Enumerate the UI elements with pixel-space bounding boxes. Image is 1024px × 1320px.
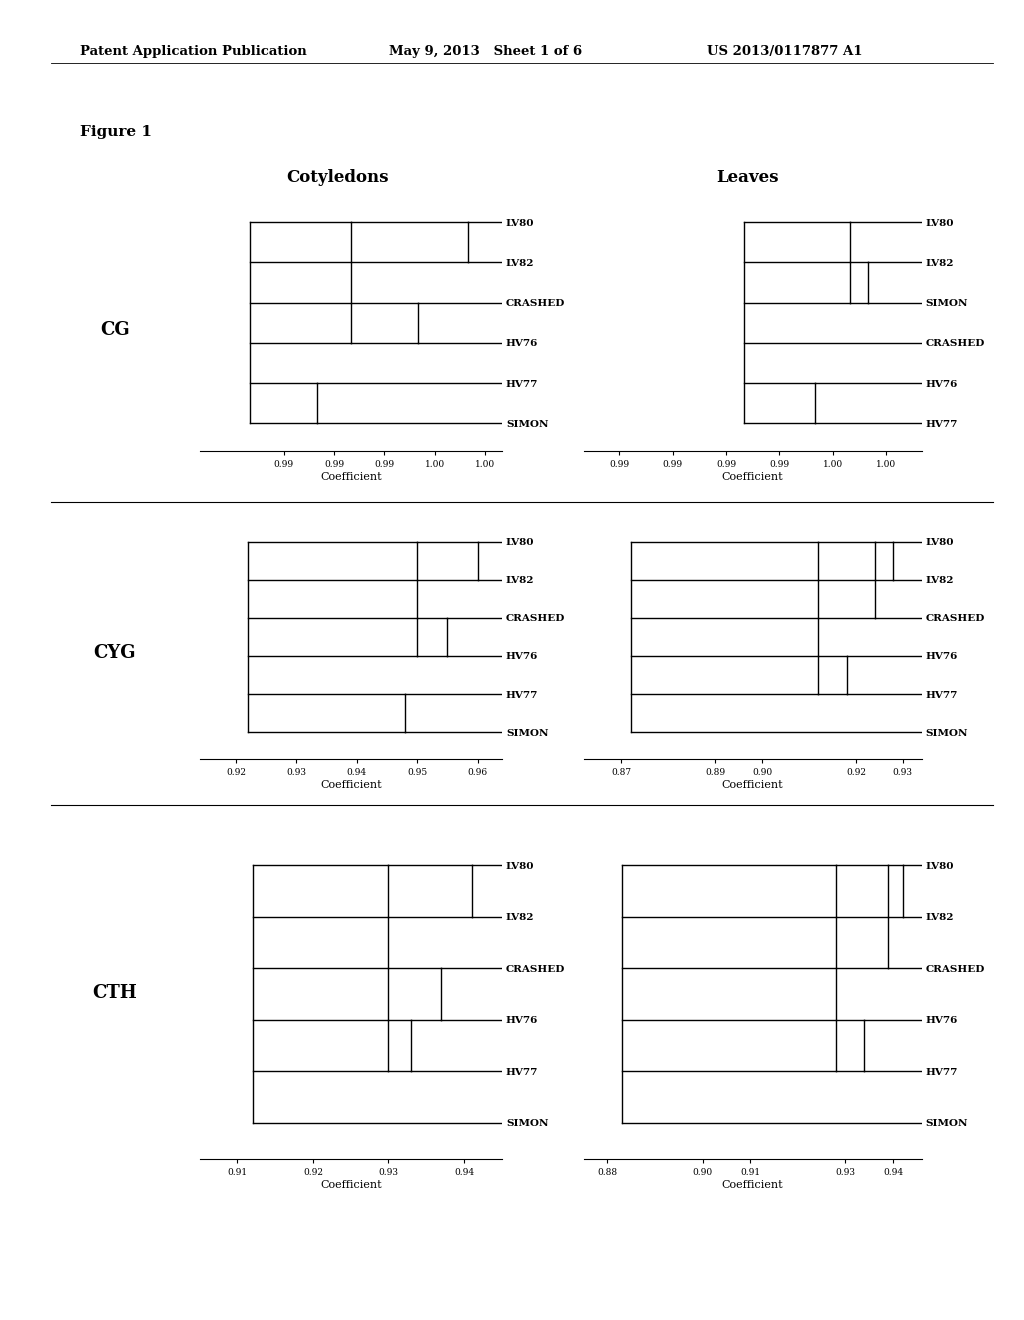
X-axis label: Coefficient: Coefficient — [722, 1180, 783, 1189]
Text: CG: CG — [100, 321, 129, 339]
X-axis label: Coefficient: Coefficient — [722, 780, 783, 789]
Text: Patent Application Publication: Patent Application Publication — [80, 45, 306, 58]
Text: CTH: CTH — [92, 983, 137, 1002]
Text: CYG: CYG — [93, 644, 136, 663]
Text: May 9, 2013   Sheet 1 of 6: May 9, 2013 Sheet 1 of 6 — [389, 45, 583, 58]
X-axis label: Coefficient: Coefficient — [722, 473, 783, 482]
Text: US 2013/0117877 A1: US 2013/0117877 A1 — [707, 45, 862, 58]
Text: Leaves: Leaves — [716, 169, 779, 186]
X-axis label: Coefficient: Coefficient — [319, 780, 382, 789]
X-axis label: Coefficient: Coefficient — [319, 1180, 382, 1189]
X-axis label: Coefficient: Coefficient — [319, 473, 382, 482]
Text: Cotyledons: Cotyledons — [287, 169, 389, 186]
Text: Figure 1: Figure 1 — [80, 125, 152, 140]
